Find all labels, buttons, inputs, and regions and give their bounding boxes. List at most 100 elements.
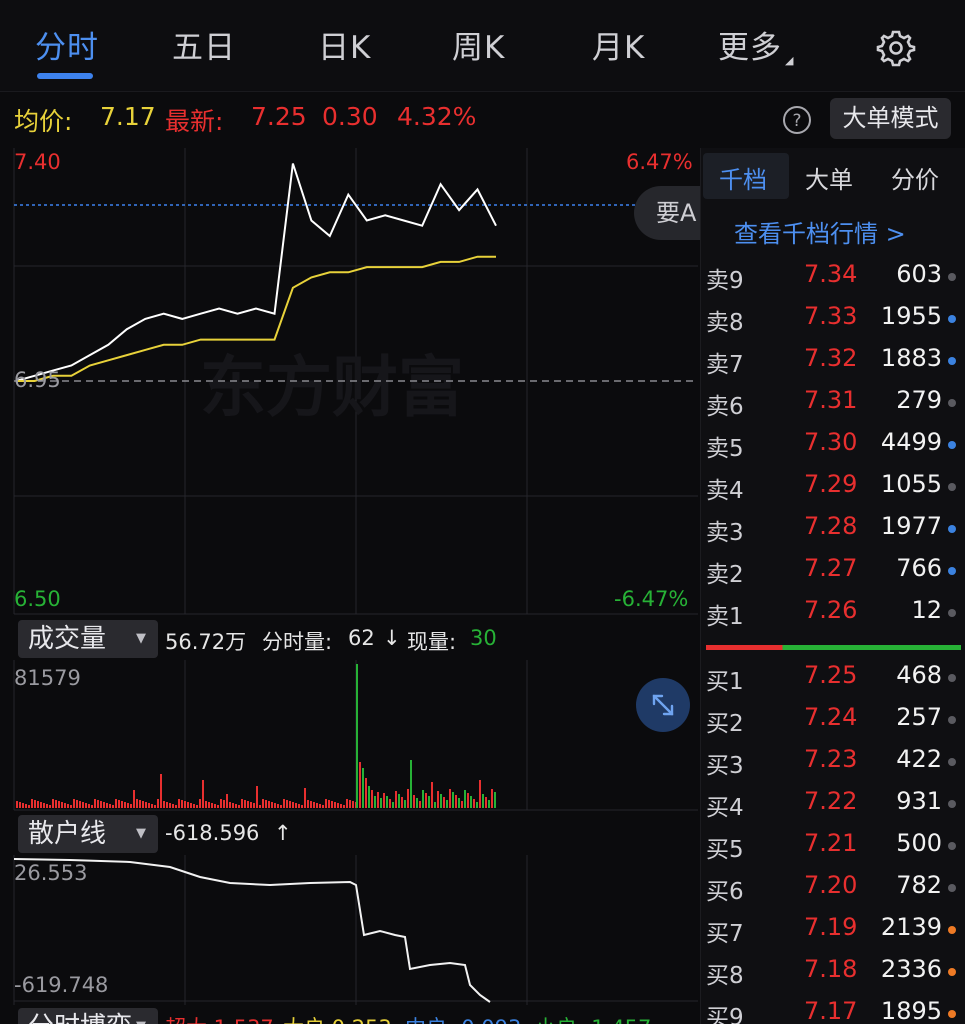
bid-order-dot	[948, 674, 956, 682]
ob-tab-big-order[interactable]: 大单	[805, 166, 853, 194]
volume-bar	[235, 804, 237, 808]
volume-bar	[389, 799, 391, 808]
retail-line-chart[interactable]	[0, 855, 700, 1005]
latest-price-label: 最新:	[165, 107, 224, 136]
volume-bar	[365, 778, 367, 808]
bid-order-dot	[948, 926, 956, 934]
latest-price-line	[15, 163, 497, 382]
volume-bar	[28, 805, 30, 808]
intraday-price-chart[interactable]: 东方财富	[0, 148, 700, 616]
volume-bar	[458, 798, 460, 808]
tab-more-label: 更多	[718, 30, 782, 66]
bid-quantity: 500	[896, 829, 942, 857]
ask-ai-button[interactable]: 要A	[634, 186, 700, 240]
volume-bar	[115, 799, 117, 808]
volume-bar	[410, 760, 412, 808]
ask-quantity: 766	[896, 554, 942, 582]
ask-row[interactable]: 卖5 7.30 4499	[701, 423, 965, 465]
volume-bar	[247, 801, 249, 808]
bid-row[interactable]: 买5 7.21 500	[701, 824, 965, 866]
volume-bar	[340, 804, 342, 808]
volume-bar	[464, 790, 466, 808]
volume-bar	[289, 801, 291, 808]
ask-level-label: 卖6	[706, 394, 744, 420]
dropdown-icon: ▼	[136, 1008, 146, 1024]
ask-row[interactable]: 卖2 7.27 766	[701, 549, 965, 591]
tab-five-day[interactable]: 五日	[172, 30, 236, 66]
bid-row[interactable]: 买8 7.18 2336	[701, 950, 965, 992]
bid-price: 7.22	[804, 787, 858, 815]
tab-more[interactable]: 更多 ◢	[718, 22, 794, 67]
ask-price: 7.26	[804, 596, 858, 624]
gear-icon[interactable]	[876, 28, 916, 68]
volume-bar	[64, 803, 66, 808]
volume-bar	[253, 803, 255, 808]
bid-quantity: 468	[896, 661, 942, 689]
bid-row[interactable]: 买9 7.17 1895	[701, 992, 965, 1024]
volume-bar	[398, 794, 400, 808]
bid-row[interactable]: 买4 7.22 931	[701, 782, 965, 824]
ask-row[interactable]: 卖8 7.33 1955	[701, 297, 965, 339]
volume-bar	[226, 794, 228, 808]
ask-price: 7.31	[804, 386, 858, 414]
volume-bar	[211, 803, 213, 808]
volume-bar	[476, 802, 478, 808]
bid-row[interactable]: 买3 7.23 422	[701, 740, 965, 782]
ask-price: 7.33	[804, 302, 858, 330]
volume-chart[interactable]	[0, 660, 700, 812]
bid-row[interactable]: 买2 7.24 257	[701, 698, 965, 740]
ask-row[interactable]: 卖4 7.29 1055	[701, 465, 965, 507]
volume-bar	[334, 802, 336, 808]
volume-bar	[151, 804, 153, 808]
tab-monthly-k[interactable]: 月K	[592, 30, 646, 66]
bid-order-dot	[948, 968, 956, 976]
bid-row[interactable]: 买7 7.19 2139	[701, 908, 965, 950]
game-indicator-label: 分时博弈	[28, 1012, 132, 1024]
volume-bar	[232, 803, 234, 808]
volume-bar	[422, 790, 424, 808]
volume-bar	[127, 803, 129, 808]
volume-bar	[331, 801, 333, 808]
bid-level-label: 买9	[706, 1005, 744, 1024]
volume-bar	[139, 800, 141, 808]
ask-row[interactable]: 卖9 7.34 603	[701, 255, 965, 297]
volume-bar	[349, 800, 351, 808]
bid-row[interactable]: 买6 7.20 782	[701, 866, 965, 908]
ask-row[interactable]: 卖6 7.31 279	[701, 381, 965, 423]
volume-bar	[22, 803, 24, 808]
ask-row[interactable]: 卖3 7.28 1977	[701, 507, 965, 549]
price-change: 0.30	[322, 102, 378, 131]
bid-price: 7.23	[804, 745, 858, 773]
bid-quantity: 931	[896, 787, 942, 815]
ob-tab-price-dist[interactable]: 分价	[891, 166, 939, 194]
ask-order-dot	[948, 441, 956, 449]
tab-weekly-k[interactable]: 周K	[452, 30, 506, 66]
expand-chart-button[interactable]	[636, 678, 690, 732]
bid-order-dot	[948, 716, 956, 724]
pct-top-label: 6.47%	[626, 150, 693, 174]
ob-tab-thousand[interactable]: 千档	[719, 166, 767, 194]
volume-bar	[352, 801, 354, 808]
big-order-mode-button[interactable]: 大单模式	[830, 98, 951, 139]
ask-row[interactable]: 卖7 7.32 1883	[701, 339, 965, 381]
volume-indicator-select[interactable]: 成交量 ▼	[18, 620, 158, 658]
volume-bar	[419, 801, 421, 808]
volume-total: 56.72万	[165, 630, 247, 654]
price-change-pct: 4.32%	[397, 102, 477, 131]
game-indicator-select[interactable]: 分时博弈 ▼	[18, 1008, 158, 1024]
tab-daily-k[interactable]: 日K	[318, 30, 372, 66]
ask-order-dot	[948, 273, 956, 281]
tab-intraday[interactable]: 分时	[35, 30, 99, 66]
volume-bar	[82, 802, 84, 808]
volume-bar	[16, 801, 18, 808]
view-thousand-level-link[interactable]: 查看千档行情 >	[734, 220, 906, 248]
question-circle-icon[interactable]: ?	[781, 104, 813, 136]
ask-row[interactable]: 卖1 7.26 12	[701, 591, 965, 633]
bid-row[interactable]: 买1 7.25 468	[701, 656, 965, 698]
volume-bar	[205, 801, 207, 808]
bid-price: 7.25	[804, 661, 858, 689]
bid-order-dot	[948, 800, 956, 808]
volume-bar	[479, 780, 481, 808]
retail-indicator-select[interactable]: 散户线 ▼	[18, 815, 158, 853]
volume-bar	[307, 800, 309, 808]
